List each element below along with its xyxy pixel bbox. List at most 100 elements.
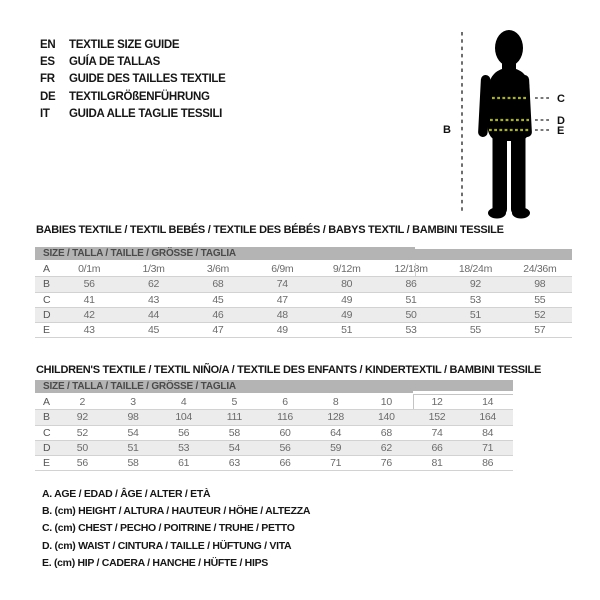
table-cell: 47 bbox=[276, 293, 288, 306]
table-cell: 98 bbox=[127, 411, 139, 424]
table-cell: 52 bbox=[76, 426, 88, 439]
row-label: A bbox=[43, 396, 50, 409]
table-cell: 92 bbox=[469, 278, 481, 291]
table-cell: 53 bbox=[405, 324, 417, 337]
table-cell: 86 bbox=[482, 457, 494, 470]
table-cell: 68 bbox=[212, 278, 224, 291]
table-cell: 63 bbox=[228, 457, 240, 470]
chest-label: C bbox=[557, 93, 565, 105]
table-cell: 55 bbox=[534, 293, 546, 306]
waist-label: D bbox=[557, 115, 565, 127]
table-cell: 74 bbox=[276, 278, 288, 291]
babies-row-D: D 42 44 46 48 49 50 51 52 bbox=[35, 307, 572, 324]
child-silhouette bbox=[478, 30, 532, 219]
table-cell: 12/18m bbox=[394, 263, 428, 276]
table-cell: 66 bbox=[279, 457, 291, 470]
table-cell: 51 bbox=[341, 324, 353, 337]
table-cell: 76 bbox=[380, 457, 392, 470]
table-cell: 55 bbox=[469, 324, 481, 337]
babies-row-A: A 0/1m 1/3m 3/6m 6/9m 9/12m 12/18m 18/24m 24/36m bbox=[35, 262, 572, 278]
children-row-D: D 50 51 53 54 56 59 62 66 71 bbox=[35, 440, 513, 457]
table-cell: 57 bbox=[534, 324, 546, 337]
table-cell: 80 bbox=[341, 278, 353, 291]
row-label: D bbox=[43, 442, 51, 455]
table-cell: 44 bbox=[148, 309, 160, 322]
table-cell: 164 bbox=[479, 411, 496, 424]
table-cell: 53 bbox=[178, 442, 190, 455]
table-cell: 48 bbox=[276, 309, 288, 322]
table-cell: 60 bbox=[279, 426, 291, 439]
language-code: DE bbox=[40, 90, 56, 103]
babies-row-E: E 43 45 47 49 51 53 55 57 bbox=[35, 323, 572, 339]
table-cell: 58 bbox=[127, 457, 139, 470]
table-cell: 3 bbox=[130, 396, 136, 409]
children-size-header: SIZE / TALLA / TAILLE / GRÖSSE / TAGLIA bbox=[43, 381, 236, 392]
language-row: EN TEXTILE SIZE GUIDE bbox=[40, 36, 226, 53]
table-cell: 51 bbox=[469, 309, 481, 322]
table-cell: 61 bbox=[178, 457, 190, 470]
table-cell: 56 bbox=[178, 426, 190, 439]
table-cell: 74 bbox=[431, 426, 443, 439]
table-cell: 104 bbox=[175, 411, 192, 424]
legend-item: B. (cm) HEIGHT / ALTURA / HAUTEUR / HÖHE… bbox=[42, 505, 311, 518]
row-label: C bbox=[43, 426, 51, 439]
table-cell: 68 bbox=[380, 426, 392, 439]
language-code: FR bbox=[40, 73, 55, 86]
table-cell: 6/9m bbox=[271, 263, 294, 276]
language-row: DE TEXTILGRÖßENFÜHRUNG bbox=[40, 88, 226, 105]
table-cell: 59 bbox=[330, 442, 342, 455]
children-row-E: E 56 58 61 63 66 71 76 81 86 bbox=[35, 456, 513, 472]
table-cell: 56 bbox=[279, 442, 291, 455]
table-cell: 45 bbox=[148, 324, 160, 337]
language-row: IT GUIDA ALLE TAGLIE TESSILI bbox=[40, 106, 226, 123]
table-cell: 116 bbox=[277, 411, 293, 424]
babies-column-seam bbox=[415, 263, 416, 277]
table-cell: 58 bbox=[228, 426, 240, 439]
children-bar-seam-notch bbox=[413, 391, 513, 393]
table-cell: 51 bbox=[405, 293, 417, 306]
table-cell: 4 bbox=[180, 396, 187, 409]
children-size-12-14-box bbox=[413, 394, 513, 409]
table-cell: 140 bbox=[378, 411, 395, 424]
row-label: B bbox=[43, 411, 50, 424]
table-cell: 43 bbox=[148, 293, 160, 306]
table-cell: 62 bbox=[148, 278, 160, 291]
babies-bar-seam-notch bbox=[415, 247, 572, 249]
babies-table-title: BABIES TEXTILE / TEXTIL BEBÉS / TEXTILE … bbox=[36, 224, 504, 236]
babies-row-B: B 56 62 68 74 80 86 92 98 bbox=[35, 277, 572, 293]
table-cell: 111 bbox=[226, 411, 242, 424]
legend-item: D. (cm) WAIST / CINTURA / TAILLE / HÜFTU… bbox=[42, 539, 292, 552]
child-figure-diagram: B C D E bbox=[443, 30, 565, 219]
table-cell: 62 bbox=[380, 442, 392, 455]
table-cell: 18/24m bbox=[458, 263, 493, 276]
babies-row-C: C 41 43 45 47 49 51 53 55 bbox=[35, 293, 572, 308]
language-title: TEXTILE SIZE GUIDE bbox=[69, 38, 180, 51]
table-cell: 10 bbox=[380, 396, 392, 409]
table-cell: 152 bbox=[428, 411, 446, 424]
table-cell: 46 bbox=[212, 309, 224, 322]
table-cell: 86 bbox=[405, 278, 417, 291]
table-cell: 56 bbox=[83, 278, 95, 291]
table-cell: 45 bbox=[212, 293, 224, 306]
table-cell: 47 bbox=[212, 324, 224, 337]
table-cell: 2 bbox=[79, 396, 86, 409]
table-cell: 49 bbox=[341, 293, 353, 306]
language-code: EN bbox=[40, 38, 56, 51]
table-cell: 8 bbox=[332, 396, 339, 409]
table-cell: 98 bbox=[534, 278, 546, 291]
row-label: C bbox=[43, 293, 51, 306]
table-cell: 71 bbox=[330, 457, 342, 470]
table-cell: 51 bbox=[127, 442, 139, 455]
legend-item: E. (cm) HIP / CADERA / HANCHE / HÜFTE / … bbox=[42, 556, 268, 569]
table-cell: 0/1m bbox=[78, 263, 101, 276]
table-cell: 3/6m bbox=[206, 263, 230, 276]
table-cell: 53 bbox=[469, 293, 481, 306]
height-label: B bbox=[443, 124, 451, 136]
row-label: A bbox=[43, 263, 50, 276]
table-cell: 71 bbox=[482, 442, 494, 455]
row-label: B bbox=[43, 278, 50, 291]
language-row: FR GUIDE DES TAILLES TEXTILE bbox=[40, 71, 226, 88]
language-title: TEXTILGRÖßENFÜHRUNG bbox=[69, 90, 210, 103]
row-label: E bbox=[43, 324, 50, 337]
